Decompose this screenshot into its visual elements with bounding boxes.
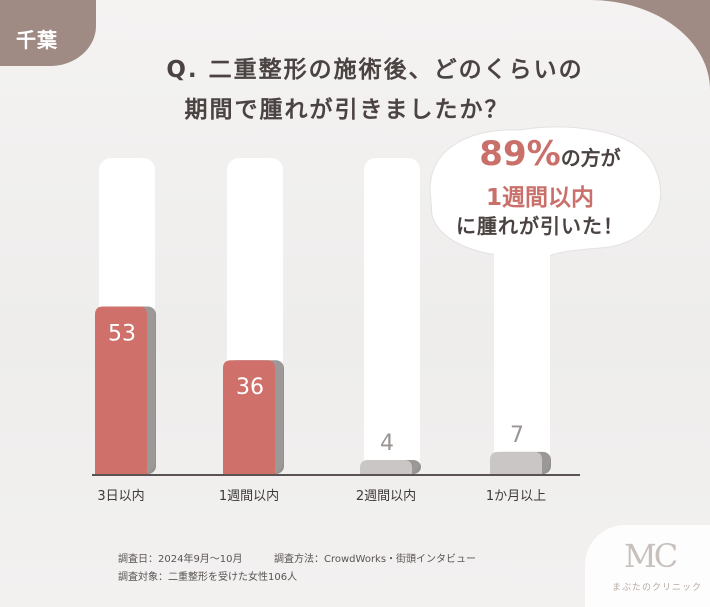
region-tab: 千葉	[0, 0, 96, 66]
survey-target-note: 調査対象：二重整形を受けた女性106人	[118, 572, 298, 583]
bar-3日以内	[95, 306, 147, 474]
chart-title-line-1: Q. 二重整形の施術後、どのくらいの	[166, 57, 584, 83]
clinic-logo-name: まぶたのクリニック	[612, 583, 703, 593]
callout-percent: 89%	[479, 134, 561, 174]
category-label-2: 1週間以内	[219, 488, 279, 504]
bar-1か月以上	[490, 451, 542, 474]
survey-date-note: 調査日：2024年9月〜10月	[118, 554, 243, 565]
bar-2週間以内	[360, 460, 412, 474]
chart-title-line-2: 期間で腫れが引きましたか？	[184, 97, 510, 123]
category-label-3: 2週間以内	[356, 488, 416, 504]
callout-line-2: 1週間以内	[485, 185, 594, 211]
clinic-logo-panel	[585, 525, 710, 607]
clinic-logo-mark: MC	[624, 537, 678, 575]
region-label: 千葉	[16, 28, 58, 52]
callout-line-1: 89%の方が	[450, 134, 650, 174]
bar-value-label-1: 53	[108, 322, 136, 347]
bar-1週間以内	[223, 360, 275, 474]
survey-method-note: 調査方法：CrowdWorks・街頭インタビュー	[274, 554, 477, 565]
callout-line-1-rest: の方が	[560, 146, 621, 170]
category-label-4: 1か月以上	[486, 489, 546, 504]
bar-track-4	[494, 158, 550, 474]
bar-track-3	[364, 158, 420, 474]
bar-value-label-4: 7	[510, 423, 524, 448]
bar-value-label-2: 36	[236, 375, 264, 400]
category-label-1: 3日以内	[97, 488, 144, 504]
callout-line-3: に腫れが引いた！	[456, 214, 624, 238]
bar-value-label-3: 4	[380, 431, 394, 456]
